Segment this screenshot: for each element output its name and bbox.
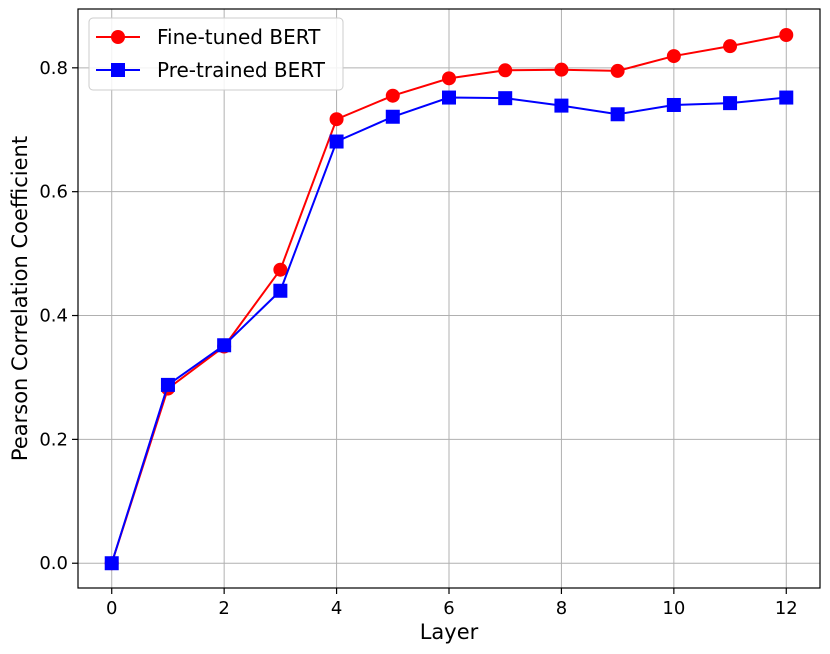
legend-label: Fine-tuned BERT xyxy=(157,25,321,49)
x-tick-label: 2 xyxy=(218,598,229,619)
data-point xyxy=(554,62,569,77)
legend-item: Fine-tuned BERT xyxy=(96,25,321,49)
x-tick-label: 8 xyxy=(556,598,567,619)
series-layer xyxy=(104,28,794,571)
data-point xyxy=(723,96,738,111)
data-point xyxy=(442,71,456,86)
y-tick-label: 0.6 xyxy=(39,182,68,203)
legend: Fine-tuned BERT Pre-trained BERT xyxy=(88,17,344,91)
legend-item: Pre-trained BERT xyxy=(96,58,326,82)
data-point xyxy=(442,90,456,105)
data-point xyxy=(329,112,344,127)
y-tick-label: 0.4 xyxy=(39,306,68,327)
data-point xyxy=(385,109,400,124)
data-point xyxy=(104,556,119,571)
data-point xyxy=(610,107,625,122)
x-tick-label: 10 xyxy=(662,598,685,619)
data-point xyxy=(217,338,232,353)
x-axis-label: Layer xyxy=(420,620,479,644)
y-axis-label: Pearson Correlation Coefficient xyxy=(8,136,32,461)
data-point xyxy=(498,91,513,106)
data-point xyxy=(498,63,513,78)
legend-marker xyxy=(111,63,125,77)
legend-label: Pre-trained BERT xyxy=(157,58,326,82)
data-point xyxy=(554,98,569,113)
data-point xyxy=(385,88,400,103)
y-tick-label: 0.2 xyxy=(39,429,68,450)
data-point xyxy=(666,97,681,112)
y-tick-label: 0.0 xyxy=(39,553,68,574)
legend-marker xyxy=(111,30,125,44)
legend-box xyxy=(88,17,344,91)
data-point xyxy=(610,63,625,78)
data-point xyxy=(273,262,288,277)
data-point xyxy=(329,134,344,149)
y-tick-label: 0.8 xyxy=(39,58,68,79)
x-tick-label: 0 xyxy=(106,598,117,619)
data-point xyxy=(666,49,681,64)
axis-ticks: 0 2 4 6 8 10 12 0.0 0.2 0.4 0.6 0.8 xyxy=(39,58,797,619)
x-tick-label: 12 xyxy=(775,598,798,619)
x-tick-label: 6 xyxy=(443,598,454,619)
series-2 xyxy=(104,90,794,571)
data-point xyxy=(273,283,288,298)
data-point xyxy=(779,28,794,43)
x-tick-label: 4 xyxy=(331,598,342,619)
data-point xyxy=(723,39,738,54)
data-point xyxy=(779,90,794,105)
data-point xyxy=(160,377,175,392)
